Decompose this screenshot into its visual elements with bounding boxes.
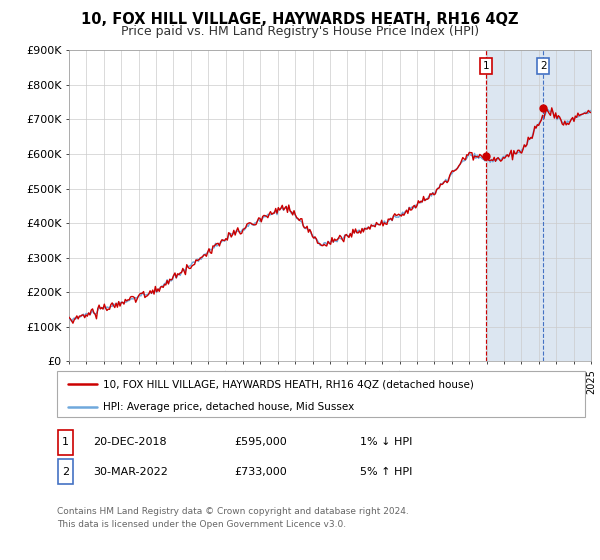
Text: 30-MAR-2022: 30-MAR-2022: [93, 466, 168, 477]
Text: 1% ↓ HPI: 1% ↓ HPI: [360, 437, 412, 447]
Text: £733,000: £733,000: [234, 466, 287, 477]
Text: Contains HM Land Registry data © Crown copyright and database right 2024.: Contains HM Land Registry data © Crown c…: [57, 507, 409, 516]
Text: This data is licensed under the Open Government Licence v3.0.: This data is licensed under the Open Gov…: [57, 520, 346, 529]
FancyBboxPatch shape: [58, 459, 73, 484]
FancyBboxPatch shape: [57, 371, 585, 417]
Text: £595,000: £595,000: [234, 437, 287, 447]
Text: 10, FOX HILL VILLAGE, HAYWARDS HEATH, RH16 4QZ (detached house): 10, FOX HILL VILLAGE, HAYWARDS HEATH, RH…: [103, 379, 475, 389]
Text: HPI: Average price, detached house, Mid Sussex: HPI: Average price, detached house, Mid …: [103, 402, 355, 412]
Text: 20-DEC-2018: 20-DEC-2018: [93, 437, 167, 447]
Text: 2: 2: [540, 61, 547, 71]
FancyBboxPatch shape: [58, 430, 73, 455]
Text: 1: 1: [62, 437, 69, 447]
Text: 10, FOX HILL VILLAGE, HAYWARDS HEATH, RH16 4QZ: 10, FOX HILL VILLAGE, HAYWARDS HEATH, RH…: [81, 12, 519, 27]
Text: Price paid vs. HM Land Registry's House Price Index (HPI): Price paid vs. HM Land Registry's House …: [121, 25, 479, 38]
Text: 1: 1: [483, 61, 490, 71]
Text: 2: 2: [62, 466, 69, 477]
Text: 5% ↑ HPI: 5% ↑ HPI: [360, 466, 412, 477]
Bar: [486, 50, 599, 361]
